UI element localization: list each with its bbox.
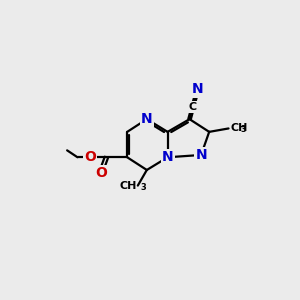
Text: O: O <box>95 166 106 180</box>
Text: O: O <box>84 150 96 164</box>
Text: 3: 3 <box>141 183 146 192</box>
Text: N: N <box>162 150 173 164</box>
Text: CH: CH <box>230 124 248 134</box>
Text: N: N <box>192 82 203 97</box>
Text: C: C <box>189 102 197 112</box>
Text: N: N <box>141 112 153 126</box>
Text: 3: 3 <box>240 125 246 134</box>
Text: N: N <box>195 148 207 162</box>
Text: CH: CH <box>119 181 137 191</box>
